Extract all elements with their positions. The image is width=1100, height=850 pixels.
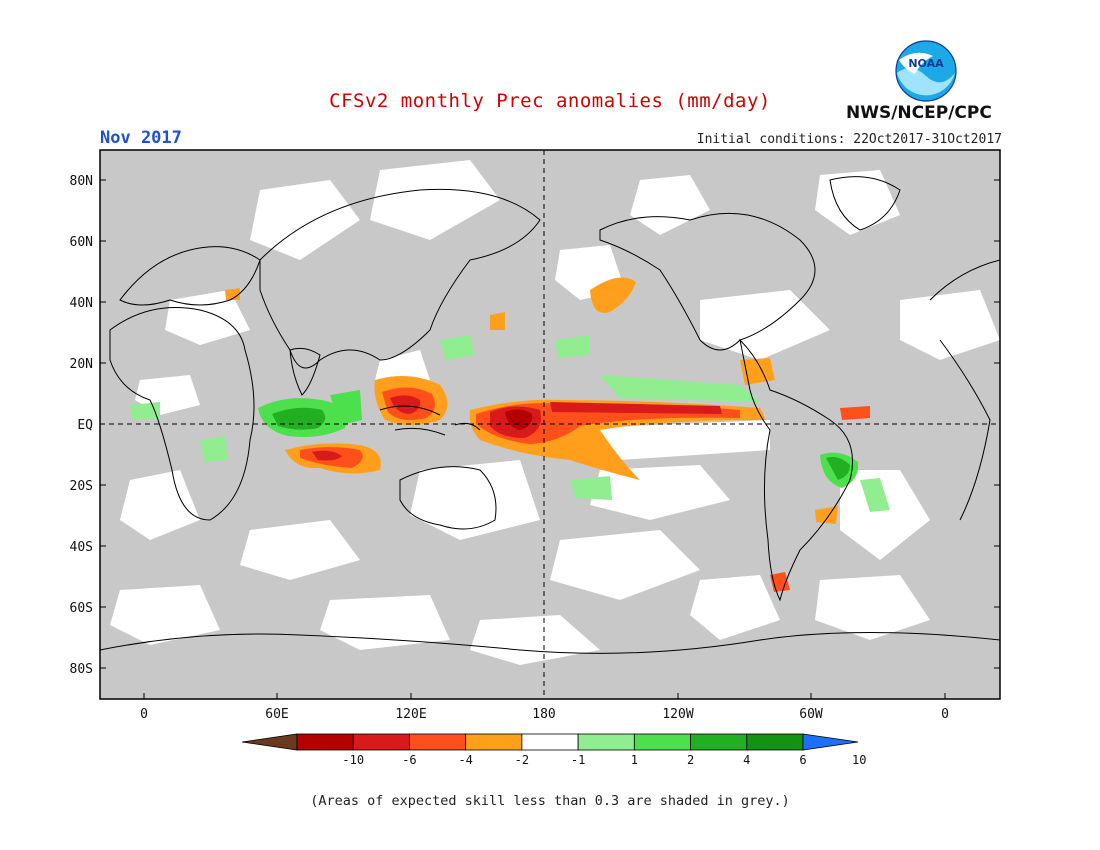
- legend-swatch: [465, 733, 523, 751]
- lon-tick-label: 120W: [662, 707, 693, 722]
- legend-swatch: [296, 733, 354, 751]
- legend-swatch: [352, 733, 410, 751]
- white-regions: [110, 160, 1000, 665]
- map-frame: [99, 149, 1001, 700]
- legend-swatch: [409, 733, 467, 751]
- legend-tick-label: -6: [402, 753, 416, 767]
- logo-text: NOAA: [908, 57, 944, 70]
- lat-tick-label: EQ: [77, 418, 93, 433]
- forecast-month: Nov 2017: [100, 128, 182, 148]
- agency-label: NWS/NCEP/CPC: [846, 103, 992, 123]
- lon-tick-label: 120E: [395, 707, 426, 722]
- lat-tick-label: 80N: [70, 174, 93, 189]
- lat-tick-label: 40S: [70, 540, 93, 555]
- legend-swatch: [577, 733, 635, 751]
- legend-arrow-high: [802, 733, 859, 751]
- legend-tick-label: 2: [687, 753, 694, 767]
- legend-tick-label: -2: [515, 753, 529, 767]
- lon-axis: 0 60E 120E 180 120W 60W 0: [140, 707, 949, 722]
- legend-tick-label: 6: [799, 753, 806, 767]
- legend-tick-label: -4: [458, 753, 472, 767]
- color-legend: -10 -6 -4 -2 -1 1 2 4 6 10: [241, 733, 866, 767]
- lon-tick-label: 180: [532, 707, 555, 722]
- lat-tick-label: 60S: [70, 601, 93, 616]
- anomaly-field: [100, 150, 1000, 699]
- legend-tick-label: 1: [631, 753, 638, 767]
- legend-arrow-low: [241, 733, 298, 751]
- legend-tick-label: 4: [743, 753, 750, 767]
- lat-tick-label: 40N: [70, 296, 93, 311]
- lon-tick-label: 60E: [265, 707, 288, 722]
- legend-swatch: [690, 733, 748, 751]
- coastlines: [100, 176, 1000, 654]
- lon-tick-label: 60W: [799, 707, 823, 722]
- legend-swatch: [633, 733, 691, 751]
- lat-tick-label: 60N: [70, 235, 93, 250]
- initial-conditions: Initial conditions: 22Oct2017-31Oct2017: [696, 132, 1002, 147]
- legend-tick-label: -10: [342, 753, 364, 767]
- map-title: CFSv2 monthly Prec anomalies (mm/day): [329, 90, 771, 112]
- footnote: (Areas of expected skill less than 0.3 a…: [310, 793, 790, 809]
- dry-anomaly-regions: [225, 277, 870, 592]
- lat-tick-label: 80S: [70, 662, 93, 677]
- legend-tick-label: 10: [852, 753, 866, 767]
- legend-tick-label: -1: [571, 753, 585, 767]
- lat-axis: 80N 60N 40N 20N EQ 20S 40S 60S 80S: [70, 174, 94, 677]
- legend-swatch: [746, 733, 804, 751]
- lon-tick-label: 0: [941, 707, 949, 722]
- lat-tick-label: 20S: [70, 479, 93, 494]
- lon-tick-label: 0: [140, 707, 148, 722]
- lat-tick-label: 20N: [70, 357, 93, 372]
- noaa-logo-icon: NOAA: [895, 40, 957, 102]
- legend-swatch: [521, 733, 579, 751]
